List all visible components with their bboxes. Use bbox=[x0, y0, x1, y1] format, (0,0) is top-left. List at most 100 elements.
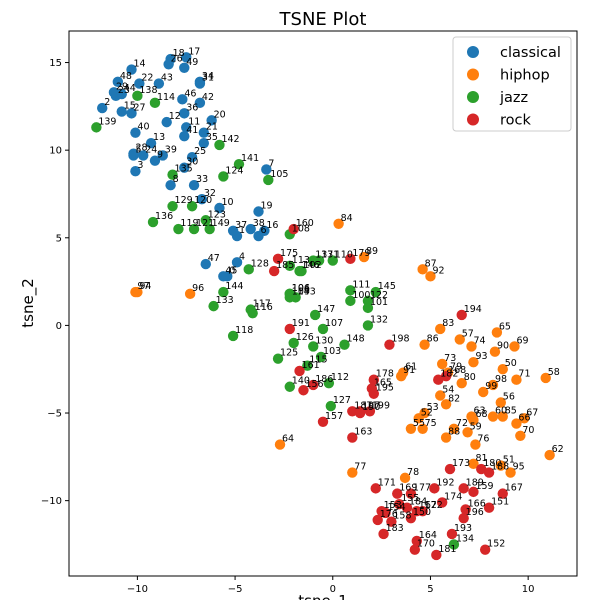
point-label: 43 bbox=[161, 73, 173, 84]
point-label: 79 bbox=[450, 362, 462, 373]
point-label: 13 bbox=[153, 132, 165, 143]
point-label: 179 bbox=[352, 248, 370, 259]
point-label: 57 bbox=[462, 328, 474, 339]
point-label: 46 bbox=[184, 88, 196, 99]
point-label: 123 bbox=[208, 209, 226, 220]
rock-point bbox=[405, 512, 417, 524]
x-tick-label: 10 bbox=[522, 584, 535, 595]
point-label: 63 bbox=[473, 406, 485, 417]
classical-point bbox=[227, 225, 239, 236]
point-label: 158 bbox=[393, 511, 411, 522]
classical-point bbox=[149, 155, 161, 166]
point-label: 76 bbox=[477, 434, 489, 445]
point-label: 31 bbox=[202, 73, 214, 84]
hiphop-point bbox=[491, 327, 503, 338]
point-label: 146 bbox=[302, 260, 320, 271]
point-label: 129 bbox=[175, 195, 193, 206]
hiphop-point bbox=[515, 430, 526, 442]
jazz-point bbox=[325, 400, 337, 412]
rock-point bbox=[354, 406, 366, 417]
jazz-point bbox=[214, 139, 225, 151]
point-label: 177 bbox=[413, 483, 431, 494]
hiphop-point bbox=[274, 439, 286, 450]
legend-label-classical: classical bbox=[500, 45, 561, 61]
point-label: 181 bbox=[438, 544, 456, 555]
point-label: 18 bbox=[173, 48, 185, 59]
jazz-point bbox=[91, 122, 102, 133]
jazz-point bbox=[245, 304, 256, 315]
point-label: 183 bbox=[386, 523, 404, 534]
point-label: 20 bbox=[214, 109, 226, 120]
hiphop-point bbox=[440, 399, 452, 410]
point-label: 44 bbox=[124, 83, 136, 94]
rock-point bbox=[345, 253, 356, 265]
point-label: 147 bbox=[317, 304, 335, 315]
jazz-point bbox=[218, 171, 229, 182]
point-label: 160 bbox=[296, 218, 314, 229]
rock-point bbox=[401, 502, 413, 513]
point-label: 24 bbox=[145, 144, 157, 155]
jazz-point bbox=[227, 330, 239, 342]
rock-point bbox=[497, 488, 508, 499]
point-label: 45 bbox=[225, 265, 237, 276]
classical-point bbox=[200, 258, 211, 270]
point-label: 38 bbox=[253, 218, 265, 229]
point-label: 112 bbox=[331, 372, 349, 383]
classical-point bbox=[245, 223, 256, 235]
point-label: 90 bbox=[497, 341, 509, 352]
classical-point bbox=[128, 148, 139, 159]
hiphop-point bbox=[470, 439, 481, 450]
point-label: 153 bbox=[384, 500, 402, 511]
rock-point bbox=[288, 223, 299, 235]
point-label: 197 bbox=[362, 400, 380, 411]
classical-point bbox=[112, 76, 124, 88]
point-label: 110 bbox=[335, 250, 353, 261]
rock-point bbox=[458, 512, 469, 524]
legend: classical hiphop jazz rock bbox=[452, 36, 572, 132]
point-label: 128 bbox=[251, 258, 269, 269]
point-label: 198 bbox=[391, 334, 409, 345]
point-label: 2 bbox=[104, 97, 110, 108]
jazz-point bbox=[188, 223, 200, 235]
point-label: 65 bbox=[499, 321, 511, 332]
point-label: 151 bbox=[491, 497, 509, 508]
point-label: 5 bbox=[135, 144, 141, 155]
x-axis-ticks: −10 −5 0 5 10 bbox=[127, 576, 535, 595]
jazz-point bbox=[243, 264, 254, 275]
point-label: 81 bbox=[475, 453, 487, 464]
jazz-point bbox=[290, 292, 301, 303]
point-label: 61 bbox=[405, 362, 417, 373]
point-label: 58 bbox=[548, 367, 560, 378]
point-label: 142 bbox=[221, 134, 239, 145]
classical-point bbox=[126, 64, 137, 75]
x-tick-label: 0 bbox=[330, 584, 336, 595]
rock-point bbox=[272, 253, 284, 265]
classical-point bbox=[214, 202, 225, 214]
jazz-point bbox=[272, 353, 284, 364]
rock-point bbox=[456, 309, 467, 321]
y-tick-label: 10 bbox=[49, 146, 62, 157]
point-label: 52 bbox=[421, 407, 433, 418]
jazz-point bbox=[218, 286, 229, 298]
point-label: 109 bbox=[292, 286, 310, 297]
point-label: 133 bbox=[216, 295, 234, 306]
point-label: 163 bbox=[354, 427, 372, 438]
hiphop-point bbox=[468, 357, 479, 368]
point-label: 190 bbox=[362, 402, 380, 413]
point-label: 69 bbox=[516, 335, 528, 346]
point-label: 193 bbox=[454, 523, 472, 534]
point-label: 107 bbox=[325, 318, 343, 329]
point-label: 149 bbox=[212, 218, 230, 229]
hiphop-point bbox=[417, 423, 428, 434]
point-label: 95 bbox=[513, 462, 525, 473]
jazz-point bbox=[200, 215, 211, 226]
point-label: 171 bbox=[378, 477, 396, 488]
hiphop-point bbox=[419, 339, 430, 350]
classical-point bbox=[161, 116, 172, 128]
hiphop-point bbox=[495, 460, 506, 471]
point-label: 173 bbox=[452, 458, 470, 469]
point-label: 199 bbox=[372, 400, 390, 411]
classical-point bbox=[253, 206, 264, 217]
legend-label-hiphop: hiphop bbox=[500, 68, 550, 84]
